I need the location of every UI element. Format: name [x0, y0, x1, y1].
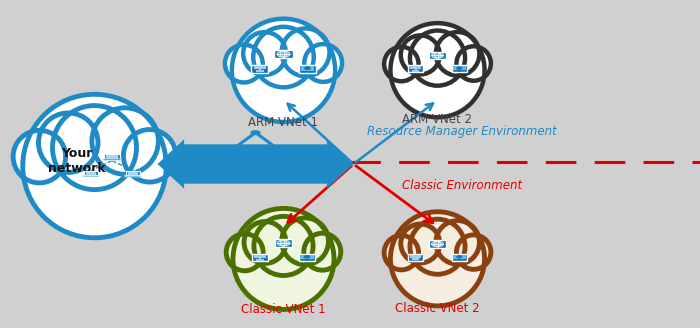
- Ellipse shape: [22, 94, 167, 238]
- FancyBboxPatch shape: [300, 66, 314, 71]
- FancyBboxPatch shape: [127, 172, 139, 175]
- Text: Resource Manager Environment: Resource Manager Environment: [367, 125, 557, 138]
- FancyBboxPatch shape: [300, 255, 314, 259]
- FancyBboxPatch shape: [126, 171, 140, 175]
- Circle shape: [251, 130, 260, 135]
- Ellipse shape: [391, 23, 484, 117]
- FancyBboxPatch shape: [252, 254, 268, 261]
- Circle shape: [277, 240, 290, 246]
- Ellipse shape: [401, 35, 440, 74]
- Ellipse shape: [233, 208, 334, 309]
- Ellipse shape: [391, 212, 484, 306]
- Ellipse shape: [456, 235, 491, 269]
- Text: ▬: ▬: [458, 69, 461, 73]
- FancyBboxPatch shape: [299, 65, 316, 73]
- Ellipse shape: [92, 108, 158, 174]
- FancyBboxPatch shape: [429, 240, 446, 248]
- Ellipse shape: [304, 233, 341, 270]
- Ellipse shape: [436, 32, 480, 76]
- Ellipse shape: [253, 27, 314, 87]
- Ellipse shape: [226, 234, 263, 271]
- FancyBboxPatch shape: [274, 50, 293, 58]
- Ellipse shape: [456, 46, 491, 81]
- Ellipse shape: [38, 113, 98, 173]
- FancyBboxPatch shape: [253, 66, 265, 69]
- Ellipse shape: [401, 224, 440, 263]
- FancyBboxPatch shape: [103, 159, 121, 161]
- Text: ExpressRoute Circuit: ExpressRoute Circuit: [177, 157, 334, 171]
- Ellipse shape: [123, 130, 176, 182]
- Ellipse shape: [410, 31, 465, 86]
- FancyBboxPatch shape: [125, 175, 141, 177]
- Ellipse shape: [410, 219, 465, 274]
- Ellipse shape: [13, 130, 66, 183]
- Ellipse shape: [254, 216, 313, 276]
- FancyBboxPatch shape: [85, 172, 97, 175]
- FancyBboxPatch shape: [408, 65, 424, 72]
- Circle shape: [431, 241, 444, 247]
- Circle shape: [456, 67, 462, 70]
- Circle shape: [277, 51, 290, 57]
- FancyBboxPatch shape: [104, 154, 120, 159]
- Circle shape: [273, 147, 284, 152]
- Ellipse shape: [436, 221, 480, 264]
- Ellipse shape: [304, 44, 342, 82]
- Text: ARM VNet 2: ARM VNet 2: [402, 113, 472, 126]
- Ellipse shape: [225, 45, 262, 82]
- Text: Classic VNet 1: Classic VNet 1: [241, 303, 326, 317]
- Text: Your
network: Your network: [48, 147, 106, 175]
- Ellipse shape: [384, 236, 419, 270]
- FancyBboxPatch shape: [452, 65, 467, 72]
- FancyBboxPatch shape: [408, 254, 424, 261]
- Text: ARM VNet 1: ARM VNet 1: [248, 116, 318, 130]
- FancyBboxPatch shape: [251, 65, 268, 73]
- Circle shape: [304, 256, 310, 258]
- FancyBboxPatch shape: [410, 66, 421, 69]
- Circle shape: [456, 256, 462, 258]
- Polygon shape: [158, 139, 354, 189]
- FancyBboxPatch shape: [299, 254, 315, 261]
- FancyBboxPatch shape: [452, 254, 467, 261]
- FancyBboxPatch shape: [84, 171, 98, 175]
- Ellipse shape: [244, 221, 286, 263]
- Text: ▬: ▬: [458, 257, 461, 261]
- FancyBboxPatch shape: [410, 255, 421, 258]
- FancyBboxPatch shape: [453, 255, 466, 259]
- Circle shape: [431, 52, 444, 58]
- Ellipse shape: [243, 32, 286, 75]
- Circle shape: [228, 147, 238, 152]
- FancyBboxPatch shape: [254, 255, 266, 258]
- FancyBboxPatch shape: [274, 239, 293, 247]
- FancyBboxPatch shape: [106, 155, 118, 159]
- Ellipse shape: [232, 19, 335, 122]
- Ellipse shape: [281, 218, 328, 265]
- Text: Classic VNet 2: Classic VNet 2: [395, 302, 480, 315]
- FancyBboxPatch shape: [83, 175, 99, 177]
- Text: ▬: ▬: [306, 69, 309, 73]
- FancyBboxPatch shape: [453, 66, 466, 71]
- FancyBboxPatch shape: [429, 51, 446, 59]
- Ellipse shape: [281, 29, 330, 76]
- Text: ▬: ▬: [305, 257, 308, 261]
- Ellipse shape: [384, 47, 419, 81]
- Circle shape: [304, 67, 311, 70]
- Ellipse shape: [52, 106, 136, 190]
- Text: Classic Environment: Classic Environment: [402, 179, 522, 192]
